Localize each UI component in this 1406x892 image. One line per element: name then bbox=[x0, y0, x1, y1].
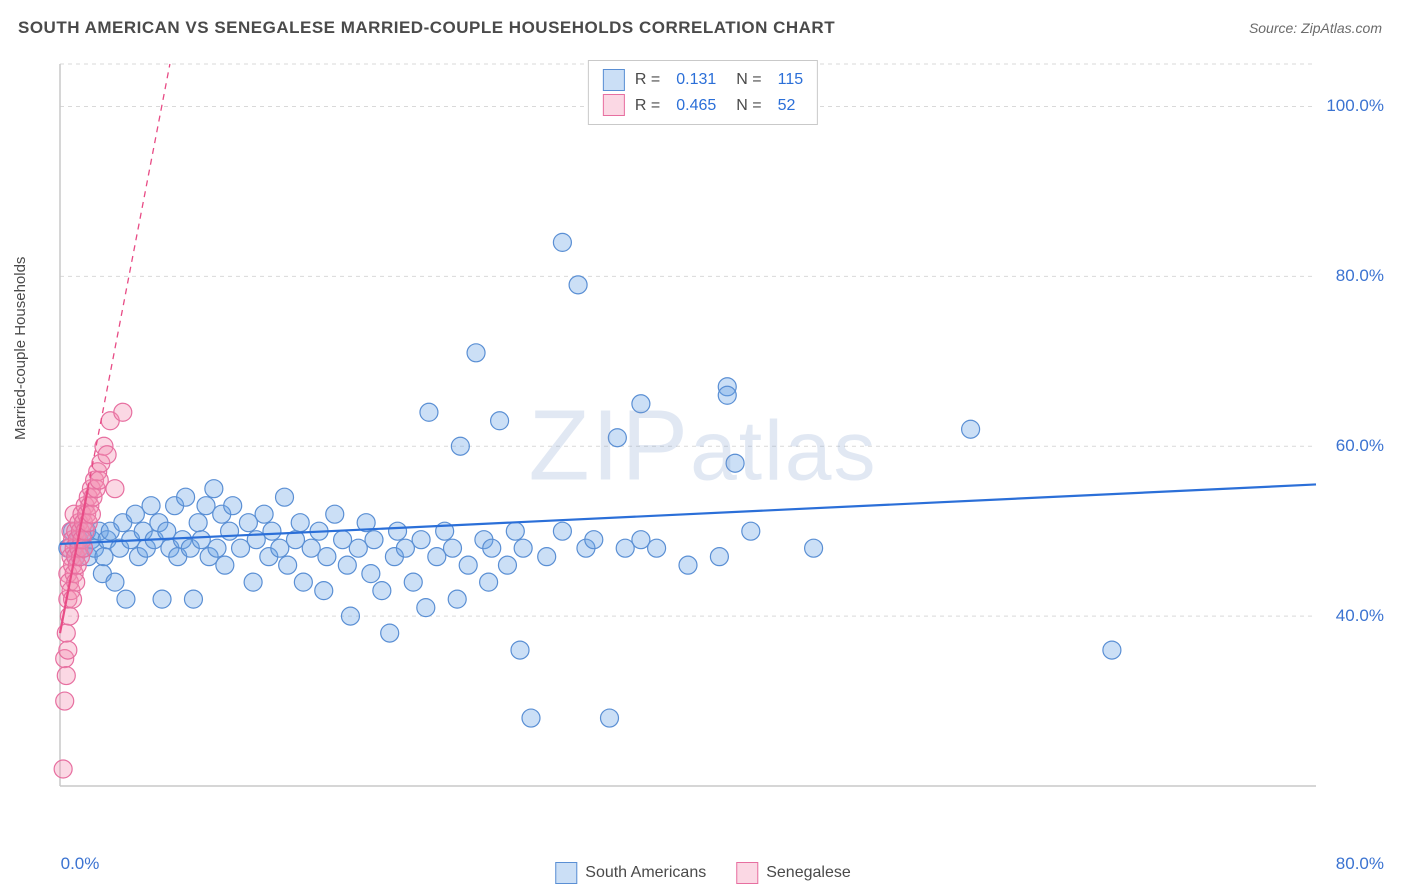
plot-svg bbox=[50, 56, 1386, 826]
legend-swatch bbox=[736, 862, 758, 884]
y-axis-label: Married-couple Households bbox=[12, 257, 29, 440]
x-tick-label: 80.0% bbox=[1336, 854, 1384, 874]
legend-series: South Americans Senegalese bbox=[555, 862, 850, 884]
legend-swatch bbox=[603, 94, 625, 116]
legend-row: R = 0.131 N = 115 bbox=[603, 67, 803, 93]
legend-item: South Americans bbox=[555, 862, 706, 884]
chart-container: SOUTH AMERICAN VS SENEGALESE MARRIED-COU… bbox=[0, 0, 1406, 892]
source-label: Source: ZipAtlas.com bbox=[1249, 20, 1382, 36]
y-tick-label: 100.0% bbox=[1326, 96, 1384, 116]
x-tick-label: 0.0% bbox=[61, 854, 100, 874]
r-label: R = bbox=[635, 67, 660, 93]
legend-correlation: R = 0.131 N = 115 R = 0.465 N = 52 bbox=[588, 60, 818, 125]
legend-row: R = 0.465 N = 52 bbox=[603, 93, 803, 119]
legend-swatch bbox=[603, 69, 625, 91]
r-value: 0.131 bbox=[676, 67, 716, 93]
y-tick-label: 60.0% bbox=[1336, 436, 1384, 456]
r-label: R = bbox=[635, 93, 660, 119]
legend-label: Senegalese bbox=[766, 864, 851, 882]
legend-label: South Americans bbox=[585, 864, 706, 882]
y-tick-label: 40.0% bbox=[1336, 606, 1384, 626]
legend-item: Senegalese bbox=[736, 862, 851, 884]
chart-title: SOUTH AMERICAN VS SENEGALESE MARRIED-COU… bbox=[18, 18, 835, 38]
legend-swatch bbox=[555, 862, 577, 884]
y-tick-label: 80.0% bbox=[1336, 266, 1384, 286]
n-label: N = bbox=[736, 67, 761, 93]
n-value: 115 bbox=[778, 67, 804, 93]
n-value: 52 bbox=[778, 93, 796, 119]
plot-area bbox=[50, 56, 1386, 826]
n-label: N = bbox=[736, 93, 761, 119]
r-value: 0.465 bbox=[676, 93, 716, 119]
